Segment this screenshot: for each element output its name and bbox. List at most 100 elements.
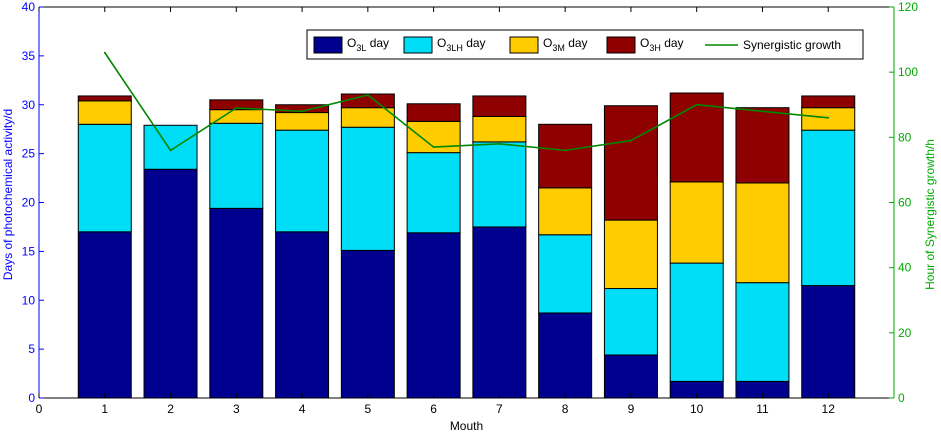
bar-3m-month-8 [538,187,593,236]
left-y-tick-label: 15 [22,244,36,258]
bar-3m-month-12 [801,107,856,131]
synergistic-growth-point-1 [103,51,106,54]
synergistic-growth-point-4 [301,110,303,113]
bar-3h-month-1 [77,95,132,102]
legend-swatch-3l [313,36,343,54]
synergistic-growth-point-7 [498,142,501,145]
legend-label-synergistic-growth: Synergistic growth [743,38,841,52]
synergistic-growth-point-9 [630,139,632,142]
legend-swatch-3lh [403,36,433,54]
x-tick-label: 1 [101,402,108,416]
left-y-tick-label: 40 [22,0,36,14]
bar-3m-month-1 [77,100,132,125]
bar-3h-month-12 [801,95,856,109]
bar-3m-month-11 [735,182,790,284]
right-y-tick-label: 40 [898,261,912,275]
bar-3lh-month-10 [669,262,724,382]
x-tick-label: 5 [365,402,372,416]
bar-3m-month-7 [472,115,527,143]
synergistic-growth-line [104,52,829,152]
x-tick-label: 11 [756,402,769,416]
bar-3m-month-4 [275,112,330,131]
left-y-tick-label: 5 [28,342,35,356]
x-tick-label: 4 [299,402,306,416]
x-tick-label: 9 [628,402,635,416]
bar-3lh-month-7 [472,141,527,228]
bar-3l-month-12 [801,285,856,399]
bar-3lh-month-1 [77,123,132,233]
synergistic-growth-point-5 [366,94,369,96]
bar-3lh-month-2 [143,124,198,170]
bar-3h-month-3 [209,99,264,111]
bar-3l-month-6 [406,232,461,399]
bar-3l-month-2 [143,168,198,399]
bar-3lh-month-12 [801,129,856,287]
x-tick-label: 2 [167,402,174,416]
synergistic-growth-point-10 [695,103,698,106]
left-y-tick-label: 10 [22,293,36,307]
bar-3l-month-3 [209,207,264,399]
x-tick-label: 0 [36,402,43,416]
synergistic-growth-point-3 [235,107,238,109]
x-axis-title: Mouth [450,419,483,433]
bar-3lh-month-4 [275,129,330,233]
synergistic-growth-point-12 [827,116,830,119]
legend-swatch-3h [606,36,636,54]
bar-3m-month-10 [669,181,724,264]
bar-3h-month-5 [340,93,395,109]
left-y-tick-label: 35 [22,49,36,63]
bar-3l-month-4 [275,231,330,399]
line-layer [103,51,830,152]
legend-label-3h: O3H day [640,36,684,53]
bar-3m-month-9 [603,219,658,290]
synergistic-growth-point-11 [761,110,764,113]
bar-3h-month-11 [735,107,790,184]
bar-3l-month-8 [538,312,593,399]
x-tick-label: 12 [822,402,836,416]
left-y-tick-label: 30 [22,98,36,112]
left-y-axis-title: Days of photochemical activity/d [1,109,15,280]
bar-3m-month-3 [209,109,264,124]
bar-3lh-month-3 [209,122,264,209]
bar-3h-month-4 [275,104,330,114]
synergistic-growth-point-8 [564,149,567,152]
legend: O3L day O3LH day O3M day O3H day Synergistic… [306,29,864,60]
bar-3l-month-9 [603,354,658,399]
bar-layer [77,92,856,399]
bar-3h-month-9 [603,105,658,221]
synergistic-growth-point-2 [169,149,172,152]
left-y-tick-label: 25 [22,147,36,161]
x-tick-label: 6 [430,402,437,416]
left-y-tick-label: 0 [28,391,35,405]
bar-3l-month-1 [77,231,132,399]
bar-3h-month-8 [538,123,593,189]
x-tick-label: 7 [496,402,503,416]
synergistic-growth-point-6 [432,146,435,149]
right-y-tick-label: 0 [898,391,905,405]
legend-label-3m: O3M day [543,36,588,53]
right-y-tick-label: 120 [898,0,918,14]
bar-3lh-month-6 [406,152,461,234]
left-y-tick-label: 20 [22,196,36,210]
right-y-tick-label: 60 [898,196,912,210]
bar-3h-month-10 [669,92,724,183]
right-y-axis-title: Hour of Synergistic growth/h [923,139,937,290]
x-tick-label: 3 [233,402,240,416]
bar-3lh-month-8 [538,234,593,314]
x-tick-label: 10 [690,402,704,416]
bar-3l-month-5 [340,249,395,399]
legend-label-3lh: O3LH day [437,36,486,53]
bar-3lh-month-9 [603,288,658,356]
bar-3lh-month-5 [340,126,395,251]
x-tick-label: 8 [562,402,569,416]
right-y-tick-label: 20 [898,326,912,340]
legend-swatch-3m [509,36,539,54]
legend-label-3l: O3L day [347,36,389,53]
bar-3h-month-7 [472,95,527,117]
bar-3l-month-7 [472,226,527,399]
right-y-tick-label: 80 [898,130,912,144]
legend-box [306,29,864,60]
bar-3h-month-6 [406,103,461,122]
